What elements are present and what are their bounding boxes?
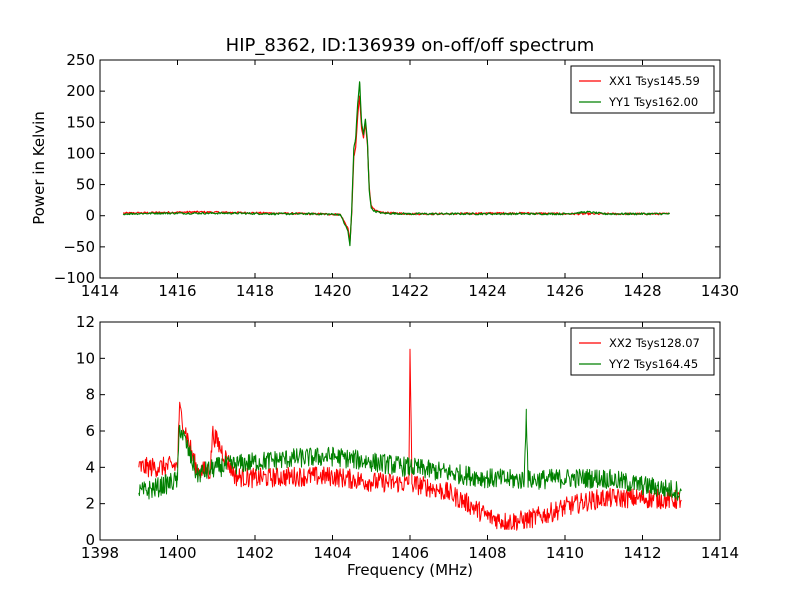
series-line-bottom-2 [138,408,682,501]
y-tick-label-bottom: 8 [85,386,95,404]
legend-entry-label: XX1 Tsys145.59 [609,74,700,88]
y-tick-label-bottom: 0 [85,531,95,549]
x-tick-label-top: 1424 [468,282,506,300]
x-tick-label-top: 1416 [158,282,196,300]
y-tick-label-top: −100 [54,269,95,287]
y-tick-label-bottom: 6 [85,422,95,440]
x-tick-label-top: 1414 [81,282,119,300]
y-tick-label-top: 200 [66,82,95,100]
series-line-top-2 [122,81,670,247]
x-tick-label-top: 1420 [313,282,351,300]
y-tick-label-bottom: 2 [85,495,95,513]
y-tick-label-top: 100 [66,144,95,162]
figure-title: HIP_8362, ID:136939 on-off/off spectrum [225,35,595,56]
x-tick-label-top: 1426 [546,282,584,300]
x-tick-label-top: 1428 [623,282,661,300]
x-tick-label-bottom: 1404 [313,544,351,562]
plot-top: 1414 1416 1418 1420 1422 1424 1426 1428 1430 −100… [54,51,739,300]
x-tick-label-bottom: 1408 [468,544,506,562]
y-tick-label-top: 150 [66,113,95,131]
x-tick-label-bottom: 1402 [236,544,274,562]
legend-entry-label: YY2 Tsys164.45 [608,357,698,371]
legend-top: XX1 Tsys145.59 YY1 Tsys162.00 [570,65,715,114]
x-tick-label-bottom: 1410 [546,544,584,562]
y-tick-label-bottom: 4 [85,458,95,476]
x-tick-label-top: 1422 [391,282,429,300]
legend-entry-label: YY1 Tsys162.00 [608,95,698,109]
y-tick-label-top: 50 [76,176,95,194]
legend-entry-label: XX2 Tsys128.07 [609,336,700,350]
x-tick-label-bottom: 1400 [158,544,196,562]
y-tick-label-top: 0 [85,207,95,225]
x-tick-label-bottom: 1414 [701,544,739,562]
plot-bottom: 1398 1400 1402 1404 1406 1408 1410 1412 1414 0 2 4 6… [76,313,739,562]
series-line-bottom-1 [138,348,682,531]
y-tick-label-bottom: 10 [76,349,95,367]
x-tick-label-top: 1418 [236,282,274,300]
y-tick-label-top: −50 [63,238,95,256]
x-tick-label-bottom: 1406 [391,544,429,562]
x-axis-label: Frequency (MHz) [346,561,474,579]
y-tick-label-bottom: 12 [76,313,95,331]
y-tick-label-top: 250 [66,51,95,69]
x-tick-label-bottom: 1398 [81,544,119,562]
top-y-axis-label: Power in Kelvin [30,111,48,225]
legend-bottom: XX2 Tsys128.07 YY2 Tsys164.45 [570,327,715,376]
series-line-top-1 [122,95,670,243]
x-tick-label-bottom: 1412 [623,544,661,562]
x-tick-label-top: 1430 [701,282,739,300]
